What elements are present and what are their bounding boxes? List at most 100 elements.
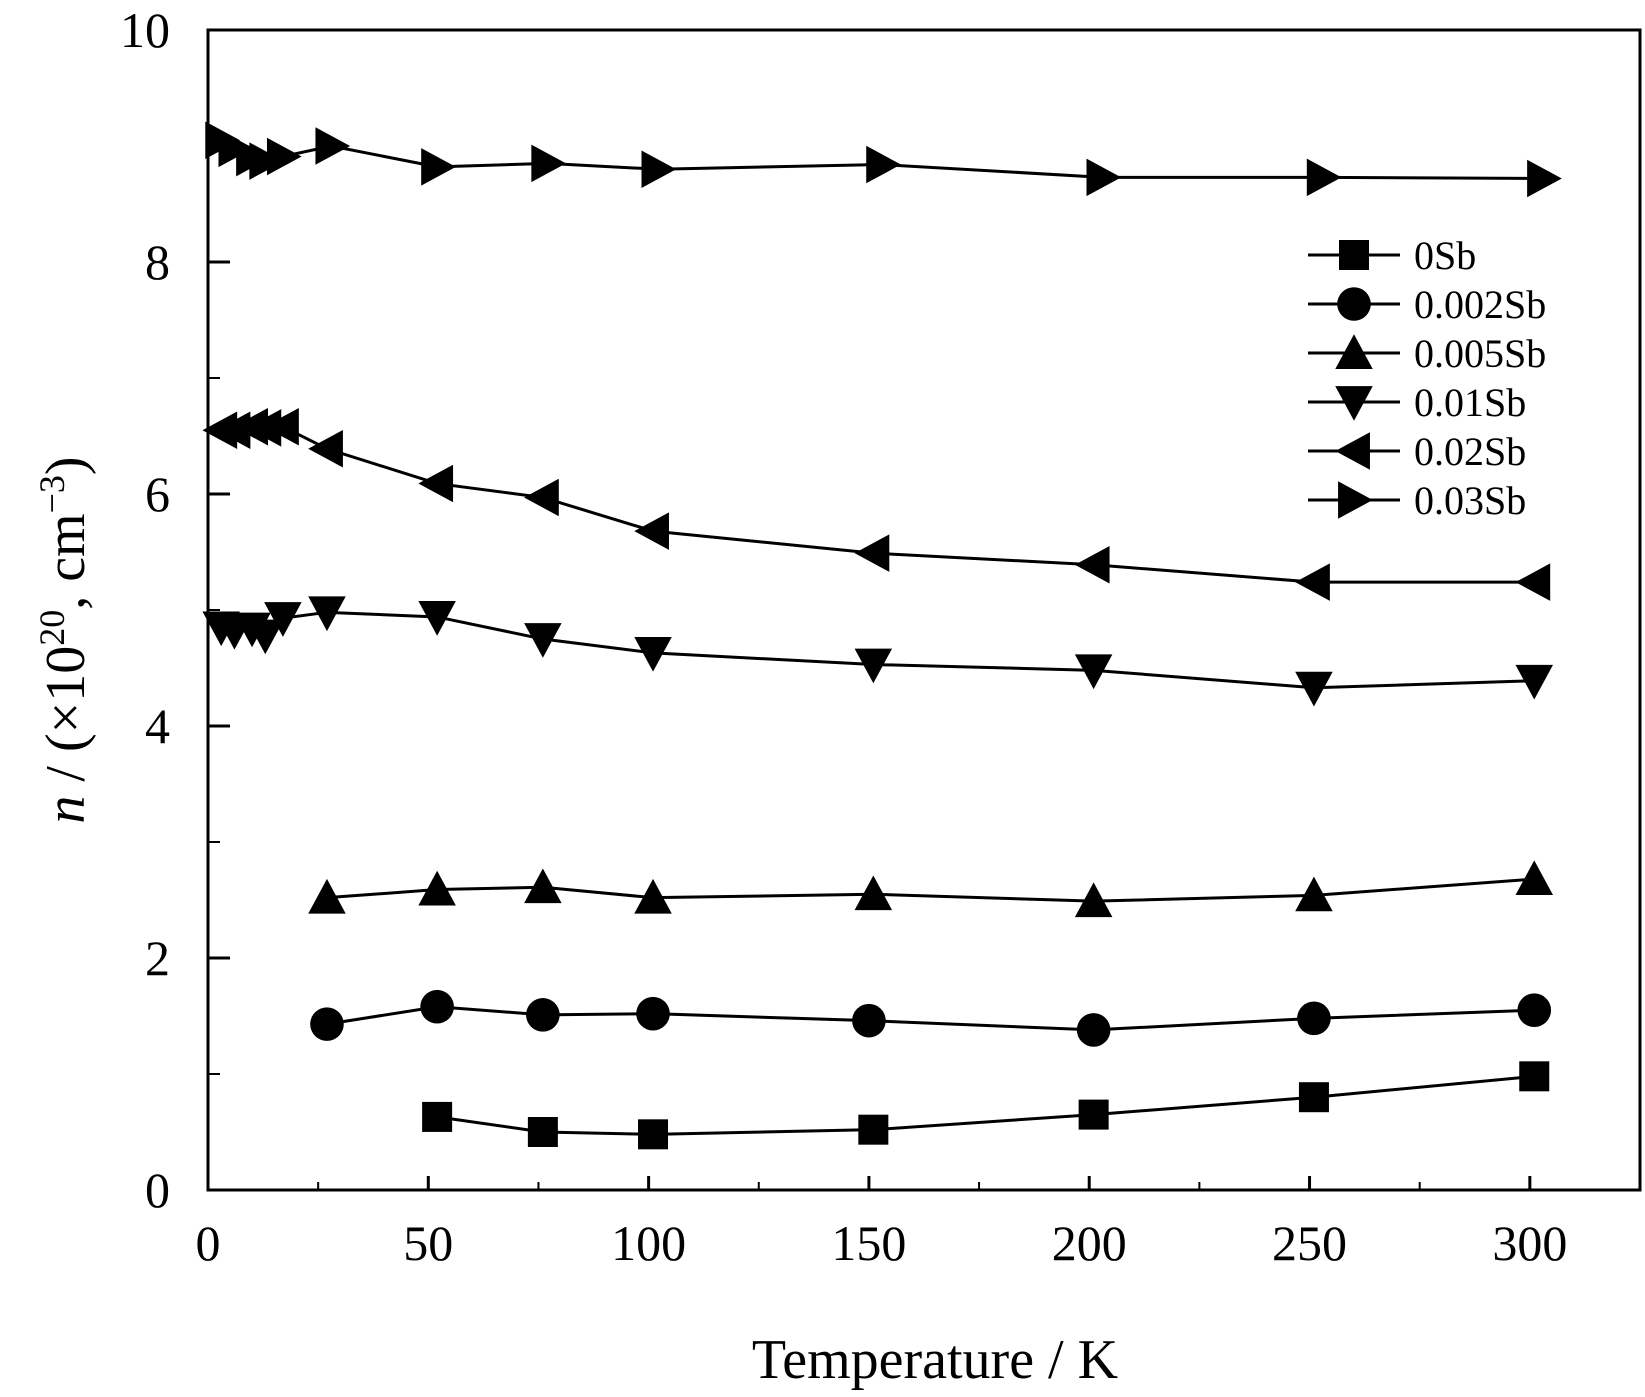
data-point-3-5 bbox=[308, 596, 346, 632]
x-tick-label-300: 300 bbox=[1492, 1215, 1567, 1271]
data-point-5-9 bbox=[866, 145, 901, 184]
data-point-1-3 bbox=[636, 996, 670, 1031]
data-point-5-4 bbox=[266, 137, 302, 176]
data-point-2-3 bbox=[634, 878, 672, 914]
data-point-0-2 bbox=[638, 1119, 669, 1150]
series-0 bbox=[422, 1061, 1550, 1150]
data-point-0-4 bbox=[1078, 1099, 1109, 1130]
data-point-1-7 bbox=[1517, 993, 1552, 1027]
data-point-0-6 bbox=[1519, 1061, 1550, 1092]
series-group bbox=[202, 121, 1562, 1150]
data-point-2-4 bbox=[854, 875, 893, 911]
data-point-1-4 bbox=[852, 1003, 886, 1038]
legend-label-0: 0Sb bbox=[1414, 233, 1476, 278]
data-point-4-12 bbox=[1515, 563, 1551, 601]
data-point-5-8 bbox=[641, 150, 677, 188]
data-point-0-3 bbox=[858, 1114, 889, 1145]
data-point-4-9 bbox=[854, 534, 890, 572]
data-point-0-1 bbox=[527, 1117, 558, 1147]
x-tick-label-0: 0 bbox=[196, 1215, 221, 1271]
series-1 bbox=[310, 989, 1552, 1047]
data-point-5-7 bbox=[531, 144, 567, 183]
series-3 bbox=[202, 596, 1554, 707]
series-line-1 bbox=[326, 1005, 1535, 1032]
legend-label-3: 0.01Sb bbox=[1414, 380, 1526, 425]
data-point-4-3 bbox=[246, 409, 282, 447]
data-point-1-2 bbox=[526, 998, 560, 1032]
y-axis-title-exp2: −3 bbox=[32, 475, 72, 513]
y-tick-label-2: 2 bbox=[145, 930, 170, 986]
ticks: 0 50 100 150 200 250 300 0 2 4 6 8 10 bbox=[120, 2, 1567, 1271]
data-point-1-5 bbox=[1076, 1013, 1111, 1047]
data-point-5-3 bbox=[249, 142, 285, 180]
x-tick-label-250: 250 bbox=[1272, 1215, 1347, 1271]
legend-label-5: 0.03Sb bbox=[1414, 478, 1526, 523]
y-tick-label-8: 8 bbox=[145, 234, 170, 290]
y-tick-label-10: 10 bbox=[120, 2, 170, 58]
data-point-3-8 bbox=[634, 636, 672, 672]
data-point-3-12 bbox=[1515, 664, 1554, 700]
data-point-3-10 bbox=[1074, 654, 1113, 690]
y-axis-title-exp1: 20 bbox=[32, 610, 72, 646]
legend-label-4: 0.02Sb bbox=[1414, 429, 1526, 474]
x-axis-title: Temperature / K bbox=[752, 1329, 1118, 1391]
data-point-4-11 bbox=[1295, 563, 1330, 601]
legend-marker-1 bbox=[1337, 287, 1371, 321]
y-tick-label-6: 6 bbox=[145, 466, 170, 522]
data-point-3-6 bbox=[418, 601, 456, 636]
series-2 bbox=[308, 860, 1554, 918]
data-point-4-1 bbox=[215, 411, 251, 449]
data-point-2-7 bbox=[1515, 860, 1554, 896]
data-point-2-0 bbox=[308, 878, 346, 914]
data-point-5-11 bbox=[1306, 158, 1342, 197]
legend-marker-4 bbox=[1335, 432, 1370, 470]
data-point-0-0 bbox=[422, 1101, 453, 1132]
series-4 bbox=[202, 407, 1551, 601]
data-point-5-5 bbox=[315, 127, 351, 165]
data-point-3-9 bbox=[854, 648, 893, 684]
data-point-4-5 bbox=[308, 430, 343, 468]
series-line-0 bbox=[436, 1074, 1535, 1136]
legend-label-2: 0.005Sb bbox=[1414, 331, 1546, 376]
data-point-2-2 bbox=[524, 868, 562, 904]
data-point-0-5 bbox=[1298, 1082, 1329, 1113]
data-point-5-10 bbox=[1086, 158, 1122, 197]
data-point-4-10 bbox=[1074, 546, 1110, 584]
data-point-4-7 bbox=[524, 478, 559, 517]
legend-marker-5 bbox=[1338, 481, 1373, 519]
data-point-3-4 bbox=[264, 602, 302, 637]
series-5 bbox=[205, 121, 1562, 198]
y-tick-label-4: 4 bbox=[145, 698, 170, 754]
y-axis-title: n / (×1020, cm−3) bbox=[32, 456, 97, 823]
data-point-5-1 bbox=[218, 129, 254, 168]
data-point-2-5 bbox=[1074, 882, 1113, 918]
data-point-1-0 bbox=[310, 1007, 344, 1041]
data-point-1-1 bbox=[420, 989, 454, 1024]
axes bbox=[206, 28, 1642, 1192]
y-axis-title-var: n bbox=[35, 796, 97, 824]
plot-frame bbox=[206, 28, 1642, 1192]
legend-marker-2 bbox=[1335, 334, 1373, 369]
data-point-4-6 bbox=[418, 464, 454, 503]
legend-marker-3 bbox=[1335, 386, 1373, 421]
legend-marker-0 bbox=[1339, 240, 1369, 270]
y-axis-title-mid: , cm bbox=[35, 513, 97, 609]
x-tick-label-50: 50 bbox=[403, 1215, 453, 1271]
x-tick-label-100: 100 bbox=[611, 1215, 686, 1271]
legend-label-1: 0.002Sb bbox=[1414, 282, 1546, 327]
x-tick-label-150: 150 bbox=[831, 1215, 906, 1271]
data-point-5-12 bbox=[1527, 159, 1562, 198]
data-point-2-1 bbox=[418, 870, 456, 906]
series-line-2 bbox=[326, 877, 1535, 903]
data-point-4-8 bbox=[634, 512, 669, 550]
data-point-5-6 bbox=[421, 148, 456, 186]
data-point-1-6 bbox=[1297, 1001, 1331, 1036]
data-point-3-7 bbox=[524, 623, 562, 658]
y-axis-title-rest: / (×10 bbox=[35, 646, 97, 796]
data-point-3-11 bbox=[1295, 671, 1333, 707]
y-axis-title-end: ) bbox=[35, 456, 97, 475]
data-point-4-4 bbox=[264, 407, 299, 446]
data-point-3-3 bbox=[246, 619, 285, 655]
